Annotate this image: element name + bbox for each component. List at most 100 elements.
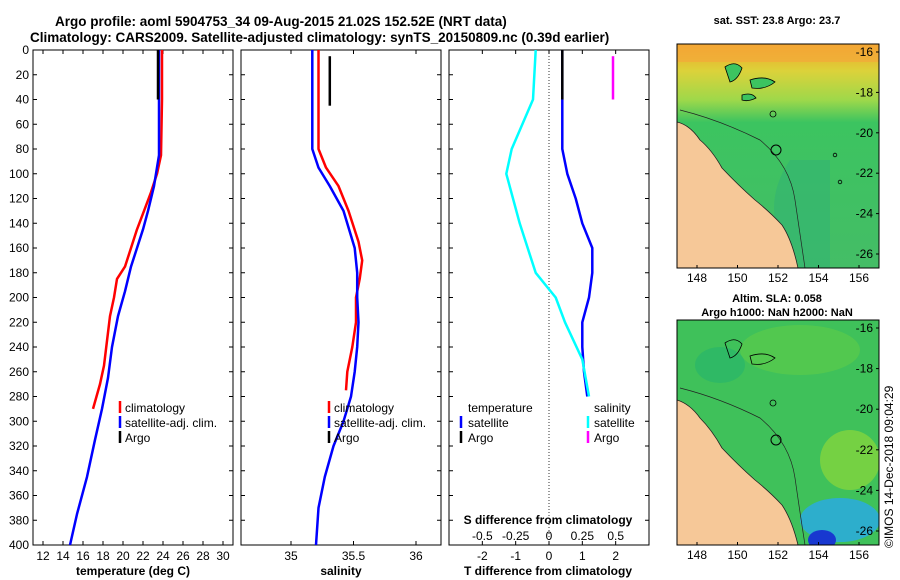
- sla-map-title-line2: Argo h1000: NaN h2000: NaN: [701, 307, 853, 319]
- difference-legend-salinity: salinity satellite Argo: [586, 401, 635, 445]
- difference-x-axis: -2 -1 0 1 2-0.5 -0.25 0 0.25 0.5: [472, 50, 624, 563]
- map-x-tick-label: 150: [727, 548, 747, 562]
- temperature-panel: 0 20 40 60 80 100 120 140 160 180 200 220 240 260 280 3…: [9, 43, 234, 578]
- depth-tick-label: 280: [9, 390, 29, 404]
- difference-panel: -2 -1 0 1 2-0.5 -0.25 0 0.25 0.5 temperature sat…: [448, 49, 650, 578]
- sla-land: [677, 399, 799, 545]
- depth-tick-label: 360: [9, 489, 29, 503]
- legend-label-satellite: satellite-adj. clim.: [334, 416, 426, 430]
- depth-tick-label: 140: [9, 216, 29, 230]
- temperature-x-axis: 12 14 16 18 20 22 24 26 28 30: [36, 50, 230, 563]
- series-line-satellite-adj-clim-: [68, 50, 161, 545]
- x-tick-label: 0: [546, 549, 553, 563]
- depth-tick-label: 60: [16, 117, 30, 131]
- sla-argo-marker: [770, 434, 782, 446]
- map-y-tick-label: -20: [856, 126, 874, 140]
- depth-tick-label: 220: [9, 315, 29, 329]
- x-tick-label: 20: [116, 549, 130, 563]
- sla-patch-1: [740, 325, 860, 375]
- s-diff-tick-label: 0.25: [571, 529, 595, 543]
- depth-tick-label: 40: [16, 93, 30, 107]
- depth-tick-label: 160: [9, 241, 29, 255]
- credit-text: ©IMOS 14-Dec-2018 09:04:29: [882, 385, 896, 548]
- legend-label-s-satellite: satellite: [594, 416, 635, 430]
- sst-reef-2: [749, 77, 776, 89]
- x-tick-label: 35: [284, 549, 298, 563]
- difference-series: [505, 50, 615, 397]
- depth-tick-label: 320: [9, 439, 29, 453]
- argo-position-marker: [770, 144, 782, 156]
- difference-legend-temperature: temperature satellite Argo: [459, 401, 533, 445]
- map-y-tick-label: -16: [856, 321, 874, 335]
- map-x-tick-label: 150: [727, 271, 747, 285]
- map-y-tick-label: -26: [856, 524, 874, 538]
- temperature-xlabel: temperature (deg C): [76, 564, 190, 578]
- map-x-tick-label: 156: [849, 271, 869, 285]
- map-y-tick-label: -18: [856, 362, 874, 376]
- map-y-tick-label: -26: [856, 247, 874, 261]
- salinity-x-axis: 35 35.5 36: [284, 50, 423, 563]
- legend-heading-temperature: temperature: [468, 401, 533, 415]
- figure-title-line2: Climatology: CARS2009. Satellite-adjuste…: [30, 30, 609, 45]
- x-tick-label: 24: [156, 549, 170, 563]
- salinity-panel: 35 35.5 36 climatology satellite-adj. clim…: [240, 49, 442, 578]
- sst-map-title: sat. SST: 23.8 Argo: 23.7: [714, 15, 841, 27]
- x-tick-label: 26: [176, 549, 190, 563]
- sst-reef-1: [724, 63, 743, 83]
- s-diff-tick-label: 0.5: [607, 529, 624, 543]
- x-tick-label: 35.5: [342, 549, 366, 563]
- x-tick-label: 30: [216, 549, 230, 563]
- depth-tick-label: 100: [9, 167, 29, 181]
- map-y-tick-label: -24: [856, 483, 874, 497]
- series-line-satellite-adj-clim-: [311, 50, 360, 545]
- sla-map-ticks: 148 150 152 154 156 -16 -18 -20 -22 -24 -26: [687, 321, 879, 562]
- legend-label-climatology: climatology: [125, 401, 185, 415]
- s-diff-tick-label: -0.5: [472, 529, 493, 543]
- depth-tick-label: 260: [9, 365, 29, 379]
- salinity-xlabel: salinity: [320, 564, 362, 578]
- figure-title-line1: Argo profile: aoml 5904753_34 09-Aug-201…: [55, 14, 507, 29]
- sst-reef-3: [741, 93, 757, 102]
- x-tick-label: 12: [36, 549, 50, 563]
- legend-label-climatology: climatology: [334, 401, 394, 415]
- legend-label-argo: Argo: [334, 431, 360, 445]
- map-y-tick-label: -18: [856, 85, 874, 99]
- depth-axis: 0 20 40 60 80 100 120 140 160 180 200 220 240 260 280 3…: [9, 43, 233, 552]
- sla-map: Altim. SLA: 0.058 Argo h1000: NaN h2000:…: [676, 293, 880, 562]
- legend-heading-salinity: salinity: [594, 401, 631, 415]
- map-x-tick-label: 148: [687, 271, 707, 285]
- s-diff-tick-label: -0.25: [502, 529, 530, 543]
- depth-tick-label: 240: [9, 340, 29, 354]
- sst-contour: [679, 109, 806, 268]
- sst-reef-6: [837, 179, 843, 185]
- sla-patch-2: [820, 430, 879, 490]
- legend-label-t-argo: Argo: [468, 431, 494, 445]
- map-x-tick-label: 152: [768, 271, 788, 285]
- sst-land: [677, 121, 799, 268]
- map-y-tick-label: -22: [856, 166, 874, 180]
- x-tick-label: 1: [579, 549, 586, 563]
- salinity-depth-ticks: [241, 49, 441, 546]
- series-line-climatology: [317, 50, 364, 391]
- salinity-axes-frame: [240, 49, 442, 546]
- sla-patch-5: [808, 530, 836, 545]
- map-y-tick-label: -24: [856, 207, 874, 221]
- sla-reef-2: [749, 353, 776, 365]
- sla-reef-3: [769, 399, 777, 407]
- temperature-axes-frame: [32, 49, 234, 546]
- difference-axes-frame: [448, 49, 650, 546]
- sla-map-title-line1: Altim. SLA: 0.058: [732, 293, 822, 305]
- map-x-tick-label: 152: [768, 548, 788, 562]
- depth-tick-label: 80: [16, 142, 30, 156]
- map-y-tick-label: -20: [856, 402, 874, 416]
- temperature-series: [68, 50, 164, 545]
- x-tick-label: 22: [136, 549, 150, 563]
- depth-tick-label: 20: [16, 68, 30, 82]
- difference-depth-ticks: [449, 49, 649, 546]
- salinity-legend: climatology satellite-adj. clim. Argo: [327, 401, 426, 445]
- series-line-t-satellite: [561, 50, 594, 397]
- depth-tick-label: 180: [9, 266, 29, 280]
- depth-tick-label: 200: [9, 291, 29, 305]
- depth-tick-label: 120: [9, 192, 29, 206]
